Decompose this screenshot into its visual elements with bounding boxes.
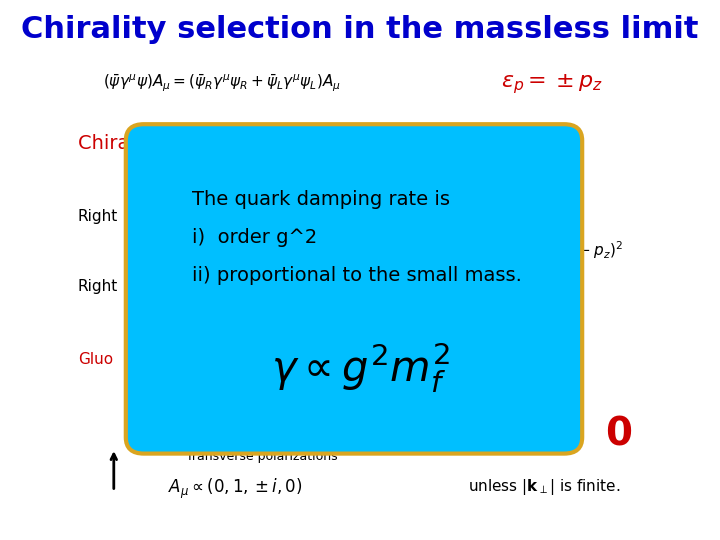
Text: Transverse polarizations: Transverse polarizations (186, 450, 338, 463)
Text: $\gamma \propto g^2 m_f^2$: $\gamma \propto g^2 m_f^2$ (271, 340, 449, 395)
Text: $( \bar{\psi}\gamma^\mu\psi)A_\mu = (\bar{\psi}_R\gamma^\mu\psi_R + \bar{\psi}_L: $( \bar{\psi}\gamma^\mu\psi)A_\mu = (\ba… (103, 73, 341, 94)
Text: $\epsilon_p = \pm p_z$: $\epsilon_p = \pm p_z$ (501, 72, 603, 96)
Text: i)  order g^2: i) order g^2 (192, 228, 317, 247)
Text: 0: 0 (605, 416, 631, 454)
Text: $(p_z^{\prime} - p_z)^2$: $(p_z^{\prime} - p_z)^2$ (553, 240, 623, 262)
Text: Chirality conservation at the vertex: Chirality conservation at the vertex (78, 133, 424, 153)
Text: ii) proportional to the small mass.: ii) proportional to the small mass. (192, 266, 522, 285)
Text: unless $|\mathbf{k}_\perp|$ is finite.: unless $|\mathbf{k}_\perp|$ is finite. (468, 477, 621, 497)
Text: The quark damping rate is: The quark damping rate is (192, 190, 450, 210)
Text: Gluo: Gluo (78, 352, 113, 367)
Text: Right: Right (78, 279, 118, 294)
Text: Right: Right (78, 208, 118, 224)
FancyBboxPatch shape (126, 124, 582, 454)
Text: Chirality selection in the massless limit: Chirality selection in the massless limi… (22, 15, 698, 44)
Text: $A_\mu \propto (0, 1, \pm i, 0)$: $A_\mu \propto (0, 1, \pm i, 0)$ (168, 477, 302, 501)
